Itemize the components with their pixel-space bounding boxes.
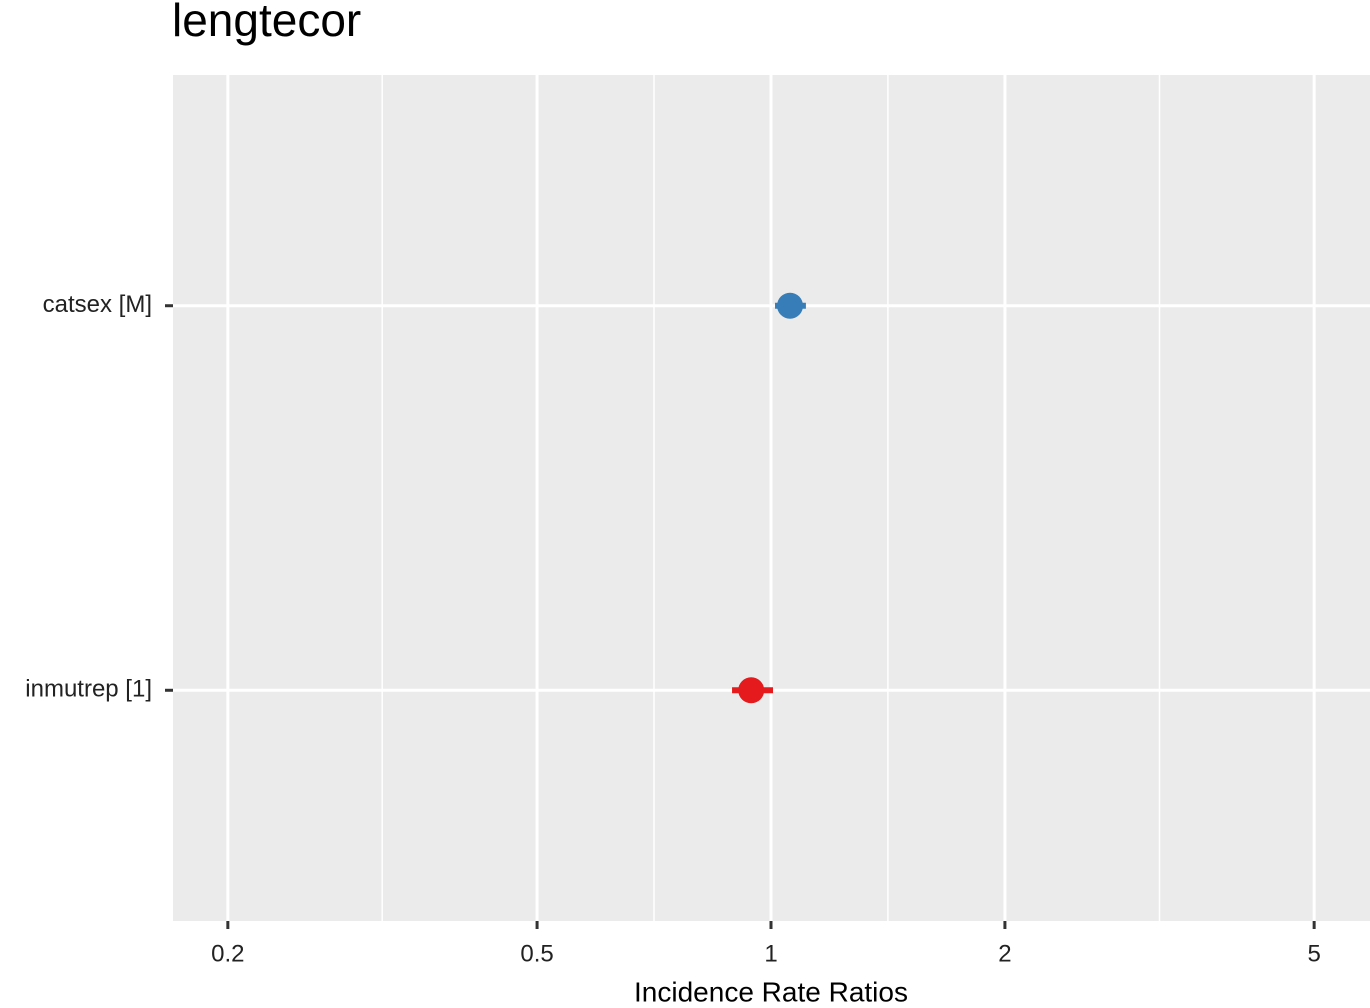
point (738, 677, 765, 704)
y-tick-label: inmutrep [1] (25, 676, 152, 703)
point (777, 292, 804, 319)
x-axis-title: Incidence Rate Ratios (634, 976, 908, 1007)
chart-title: lengtecor (172, 0, 361, 46)
y-tick-label: catsex [M] (43, 291, 152, 318)
x-tick-label: 0.5 (520, 940, 553, 967)
x-tick-label: 0.2 (211, 940, 244, 967)
x-tick-label: 2 (998, 940, 1011, 967)
x-tick-label: 1 (764, 940, 777, 967)
x-tick-label: 5 (1307, 940, 1320, 967)
